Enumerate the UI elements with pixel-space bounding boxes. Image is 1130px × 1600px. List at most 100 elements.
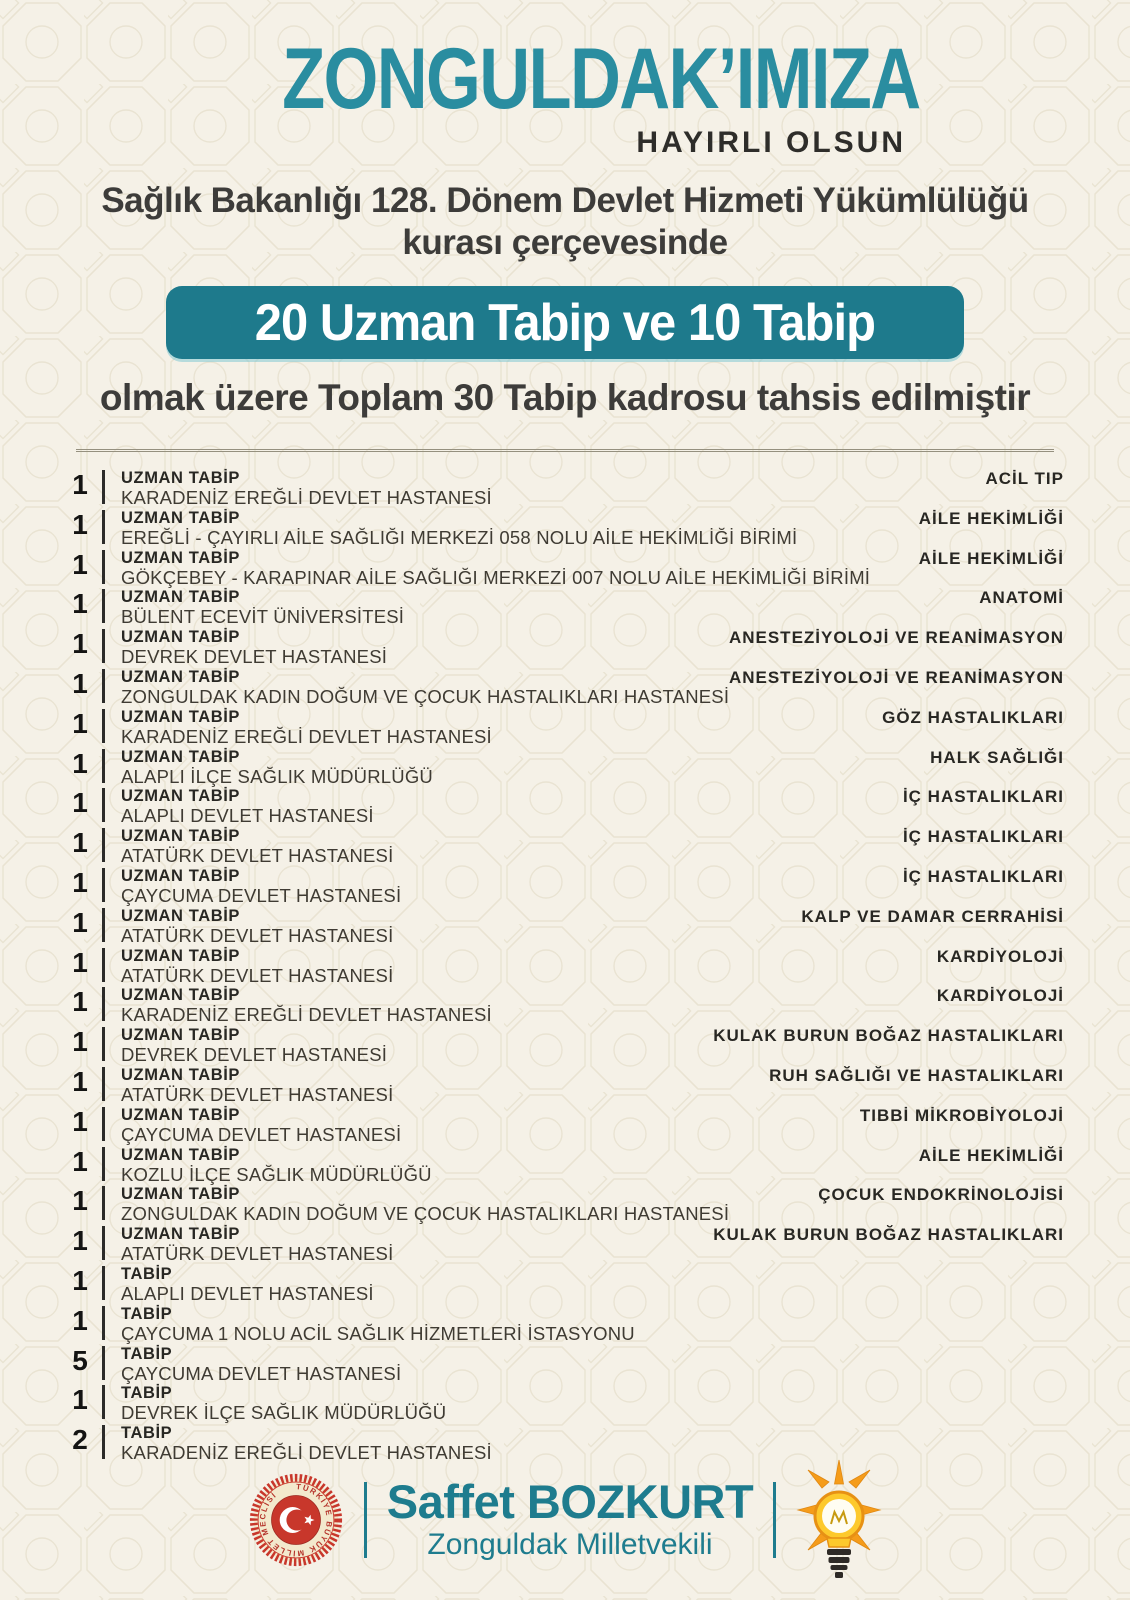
intro-text: Sağlık Bakanlığı 128. Dönem Devlet Hizme… xyxy=(0,180,1130,264)
assignment-count: 5 xyxy=(72,1344,88,1376)
assignment-location: ZONGULDAK KADIN DOĞUM VE ÇOCUK HASTALIKL… xyxy=(121,685,730,707)
assignment-count: 1 xyxy=(72,508,88,540)
row-divider-bar xyxy=(102,470,105,504)
assignment-count: 1 xyxy=(72,588,88,620)
deputy-role: Zonguldak Milletvekili xyxy=(427,1528,713,1561)
assignment-specialty: AİLE HEKİMLİĞİ xyxy=(918,1145,1064,1165)
assignment-text: UZMAN TABİP KARADENİZ EREĞLİ DEVLET HAST… xyxy=(121,707,882,747)
assignment-row: 1 UZMAN TABİP ZONGULDAK KADIN DOĞUM VE Ç… xyxy=(66,667,1064,707)
assignment-row: 1 TABİP DEVREK İLÇE SAĞLIK MÜDÜRLÜĞÜ xyxy=(66,1383,1064,1423)
assignment-row: 1 UZMAN TABİP KOZLU İLÇE SAĞLIK MÜDÜRLÜĞ… xyxy=(66,1145,1064,1185)
assignment-location: DEVREK İLÇE SAĞLIK MÜDÜRLÜĞÜ xyxy=(121,1402,447,1424)
assignment-text: UZMAN TABİP ATATÜRK DEVLET HASTANESİ xyxy=(121,906,801,946)
assignment-specialty: İÇ HASTALIKLARI xyxy=(902,787,1064,807)
row-divider-bar xyxy=(102,788,105,823)
assignment-location: KOZLU İLÇE SAĞLIK MÜDÜRLÜĞÜ xyxy=(121,1163,432,1185)
assignment-title: UZMAN TABİP xyxy=(121,1105,241,1124)
assignment-specialty: ANESTEZİYOLOJİ VE REANİMASYON xyxy=(728,628,1064,648)
assignment-specialty: KARDİYOLOJİ xyxy=(936,946,1064,966)
assignment-location: DEVREK DEVLET HASTANESİ xyxy=(121,646,388,668)
assignment-location: DEVREK DEVLET HASTANESİ xyxy=(121,1044,388,1066)
deputy-name: Saffet BOZKURT xyxy=(386,1475,754,1528)
assignment-count: 1 xyxy=(72,469,88,500)
assignment-title: UZMAN TABİP xyxy=(121,1026,241,1045)
assignment-specialty: KARDİYOLOJİ xyxy=(936,986,1064,1006)
assignment-count: 1 xyxy=(72,946,88,978)
highlight-banner: 20 Uzman Tabip ve 10 Tabip xyxy=(166,286,964,359)
assignment-row: 2 TABİP KARADENİZ EREĞLİ DEVLET HASTANES… xyxy=(66,1423,1064,1463)
assignment-count: 1 xyxy=(72,1384,88,1416)
assignment-specialty: KULAK BURUN BOĞAZ HASTALIKLARI xyxy=(713,1026,1064,1046)
parliament-seal-logo: TÜRKİYE BÜYÜK MİLLET MECLİSİ xyxy=(249,1473,342,1567)
assignment-count: 2 xyxy=(72,1424,88,1456)
row-divider-bar xyxy=(102,947,105,982)
assignment-text: UZMAN TABİP DEVREK DEVLET HASTANESİ xyxy=(121,1025,713,1065)
assignment-count: 1 xyxy=(72,1026,88,1058)
assignment-text: UZMAN TABİP KOZLU İLÇE SAĞLIK MÜDÜRLÜĞÜ xyxy=(121,1145,919,1185)
row-divider-bar xyxy=(102,668,105,703)
row-divider-bar xyxy=(102,1106,105,1141)
assignment-title: UZMAN TABİP xyxy=(121,588,241,607)
assignment-text: UZMAN TABİP EREĞLİ - ÇAYIRLI AİLE SAĞLIĞ… xyxy=(121,508,919,548)
row-divider-bar xyxy=(102,867,105,902)
assignment-location: ÇAYCUMA DEVLET HASTANESİ xyxy=(121,1123,402,1145)
assignment-row: 5 TABİP ÇAYCUMA DEVLET HASTANESİ xyxy=(66,1344,1064,1384)
assignment-text: UZMAN TABİP ÇAYCUMA DEVLET HASTANESİ xyxy=(121,1105,860,1145)
assignment-location: KARADENİZ EREĞLİ DEVLET HASTANESİ xyxy=(121,1442,492,1464)
assignment-location: ÇAYCUMA DEVLET HASTANESİ xyxy=(121,884,402,906)
row-divider-bar xyxy=(102,1027,105,1062)
assignment-row: 1 UZMAN TABİP KARADENİZ EREĞLİ DEVLET HA… xyxy=(66,468,1064,508)
assignment-text: UZMAN TABİP ÇAYCUMA DEVLET HASTANESİ xyxy=(121,866,903,906)
assignment-title: TABİP xyxy=(121,1384,173,1403)
assignment-title: UZMAN TABİP xyxy=(121,747,241,766)
assignment-title: UZMAN TABİP xyxy=(121,667,241,686)
assignment-text: UZMAN TABİP DEVREK DEVLET HASTANESİ xyxy=(121,627,729,667)
assignment-count: 1 xyxy=(72,1145,88,1177)
assignment-row: 1 UZMAN TABİP KARADENİZ EREĞLİ DEVLET HA… xyxy=(66,985,1064,1025)
assignment-specialty: ACİL TIP xyxy=(985,469,1064,488)
assignment-row: 1 UZMAN TABİP ATATÜRK DEVLET HASTANESİ K… xyxy=(66,906,1064,946)
assignment-title: UZMAN TABİP xyxy=(121,866,241,885)
assignment-text: UZMAN TABİP ATATÜRK DEVLET HASTANESİ xyxy=(121,1224,713,1264)
assignment-count: 1 xyxy=(72,1105,88,1137)
assignment-location: ATATÜRK DEVLET HASTANESİ xyxy=(121,845,394,867)
row-divider-bar xyxy=(102,1265,105,1300)
bulb-neck xyxy=(826,1537,853,1548)
assignment-count: 1 xyxy=(72,548,88,580)
bulb-rays xyxy=(796,1459,882,1551)
footer: TÜRKİYE BÜYÜK MİLLET MECLİSİ Saffet BOZK… xyxy=(0,1458,1130,1582)
row-divider-bar xyxy=(102,1226,105,1261)
assignment-title: UZMAN TABİP xyxy=(121,946,241,965)
assignment-title: UZMAN TABİP xyxy=(121,906,241,925)
assignment-title: UZMAN TABİP xyxy=(121,548,241,567)
assignment-list: 1 UZMAN TABİP KARADENİZ EREĞLİ DEVLET HA… xyxy=(66,468,1064,1463)
assignment-text: UZMAN TABİP ATATÜRK DEVLET HASTANESİ xyxy=(121,1065,769,1105)
page-subtitle: HAYIRLI OLSUN xyxy=(636,126,906,159)
crescent-cutout xyxy=(286,1509,308,1531)
assignment-row: 1 UZMAN TABİP BÜLENT ECEVİT ÜNİVERSİTESİ… xyxy=(66,587,1064,627)
assignment-title: TABİP xyxy=(121,1424,173,1443)
assignment-text: UZMAN TABİP ATATÜRK DEVLET HASTANESİ xyxy=(121,826,903,866)
assignment-text: TABİP KARADENİZ EREĞLİ DEVLET HASTANESİ xyxy=(121,1423,1064,1463)
assignment-text: TABİP DEVREK İLÇE SAĞLIK MÜDÜRLÜĞÜ xyxy=(121,1383,1064,1423)
assignment-specialty: TIBBİ MİKROBİYOLOJİ xyxy=(859,1105,1064,1125)
assignment-specialty: İÇ HASTALIKLARI xyxy=(902,827,1064,847)
row-divider-bar xyxy=(102,629,105,664)
footer-name-block: Saffet BOZKURT Zonguldak Milletvekili xyxy=(386,1475,754,1562)
assignment-title: TABİP xyxy=(121,1304,173,1323)
assignment-location: ATATÜRK DEVLET HASTANESİ xyxy=(121,924,394,946)
assignment-row: 1 UZMAN TABİP ZONGULDAK KADIN DOĞUM VE Ç… xyxy=(66,1184,1064,1224)
assignment-location: ALAPLI DEVLET HASTANESİ xyxy=(121,1282,374,1304)
assignment-row: 1 UZMAN TABİP ALAPLI İLÇE SAĞLIK MÜDÜRLÜ… xyxy=(66,747,1064,787)
assignment-location: EREĞLİ - ÇAYIRLI AİLE SAĞLIĞI MERKEZİ 05… xyxy=(121,526,798,548)
assignment-title: UZMAN TABİP xyxy=(121,707,241,726)
assignment-specialty: KULAK BURUN BOĞAZ HASTALIKLARI xyxy=(713,1225,1064,1245)
assignment-text: TABİP ALAPLI DEVLET HASTANESİ xyxy=(121,1264,1064,1304)
assignment-text: UZMAN TABİP ALAPLI DEVLET HASTANESİ xyxy=(121,786,903,826)
poster-content: ZONGULDAK’IMIZA HAYIRLI OLSUN Sağlık Bak… xyxy=(0,36,1130,1463)
assignment-count: 1 xyxy=(72,866,88,898)
assignment-count: 1 xyxy=(72,1065,88,1097)
assignment-specialty: AİLE HEKİMLİĞİ xyxy=(918,508,1064,528)
assignment-location: ZONGULDAK KADIN DOĞUM VE ÇOCUK HASTALIKL… xyxy=(121,1203,730,1225)
